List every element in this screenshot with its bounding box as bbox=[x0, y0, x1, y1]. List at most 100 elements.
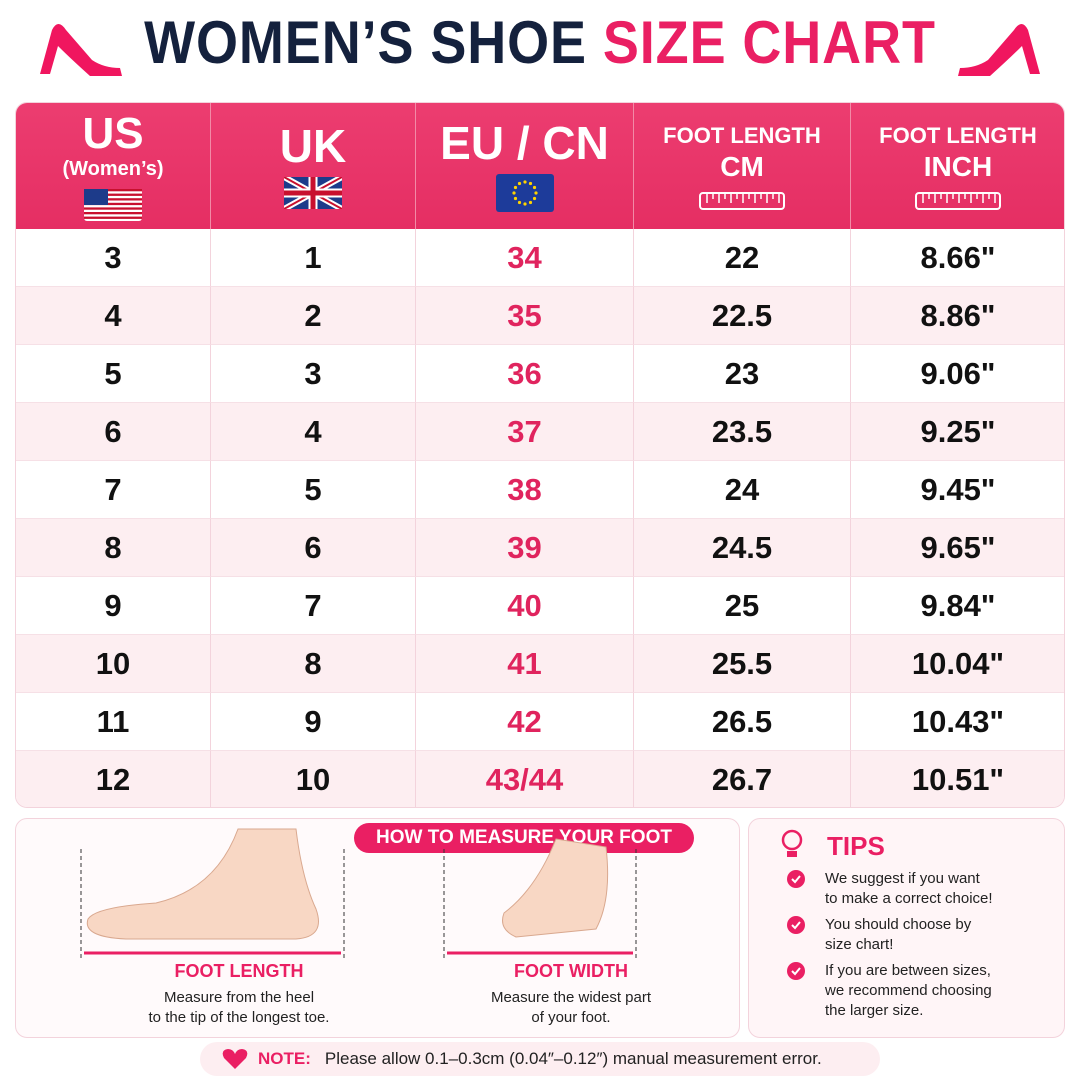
size-table: US (Women’s) UK EU / CN FOOT LENGTH CM FOOT LE… bbox=[15, 102, 1065, 808]
measure-box: HOW TO MEASURE YOUR FOOT FOOT LENGTH Meas… bbox=[15, 818, 740, 1038]
header-line1: US bbox=[82, 109, 144, 158]
header-icon bbox=[282, 174, 344, 212]
header-line1: FOOT LENGTH bbox=[879, 123, 1037, 148]
tip-text: You should choose by bbox=[825, 916, 972, 933]
header-line2: (Women’s) bbox=[62, 158, 164, 180]
table-cell: 8 bbox=[211, 635, 416, 693]
table-cell: 10.51" bbox=[851, 751, 1064, 807]
table-cell: 41 bbox=[416, 635, 634, 693]
shoe-icon bbox=[958, 24, 1040, 76]
header-icon bbox=[495, 174, 554, 212]
table-cell: 9.45" bbox=[851, 461, 1064, 519]
table-cell: 10 bbox=[16, 635, 211, 693]
table-cell: 9.25" bbox=[851, 403, 1064, 461]
note-label: NOTE: bbox=[258, 1049, 311, 1068]
header-cell: UK bbox=[211, 103, 416, 229]
table-cell: 37 bbox=[416, 403, 634, 461]
table-cell: 22.5 bbox=[634, 287, 851, 345]
table-cell: 8.86" bbox=[851, 287, 1064, 345]
table-cell: 39 bbox=[416, 519, 634, 577]
table-cell: 6 bbox=[16, 403, 211, 461]
measure-text: to the tip of the longest toe. bbox=[148, 1009, 330, 1026]
tip-text: we recommend choosing bbox=[825, 982, 992, 999]
header-icon bbox=[699, 191, 785, 211]
measure-text: Measure the widest part bbox=[490, 989, 652, 1006]
check-icon bbox=[787, 962, 805, 980]
tip-text: size chart! bbox=[825, 936, 894, 953]
check-icon bbox=[787, 916, 805, 934]
foot-illustrations bbox=[80, 828, 637, 959]
header-cell: US (Women’s) bbox=[16, 103, 211, 229]
measure-text: of your foot. bbox=[531, 1009, 611, 1026]
table-cell: 7 bbox=[211, 577, 416, 635]
uk-flag bbox=[282, 174, 344, 212]
table-cell: 4 bbox=[211, 403, 416, 461]
shoe-icon bbox=[40, 24, 122, 76]
table-cell: 1 bbox=[211, 229, 416, 287]
table-cell: 9.06" bbox=[851, 345, 1064, 403]
header-line1: EU / CN bbox=[440, 117, 609, 169]
table-cell: 26.7 bbox=[634, 751, 851, 807]
table-cell: 9 bbox=[211, 693, 416, 751]
title-dark: WOMEN’S SHOE bbox=[144, 9, 587, 76]
table-cell: 23 bbox=[634, 345, 851, 403]
measure-title: HOW TO MEASURE YOUR FOOT bbox=[354, 823, 694, 853]
table-cell: 10.43" bbox=[851, 693, 1064, 751]
table-cell: 8.66" bbox=[851, 229, 1064, 287]
table-cell: 23.5 bbox=[634, 403, 851, 461]
table-cell: 11 bbox=[16, 693, 211, 751]
table-cell: 26.5 bbox=[634, 693, 851, 751]
table-cell: 35 bbox=[416, 287, 634, 345]
measure-item: FOOT LENGTH Measure from the heel to the t… bbox=[74, 961, 404, 1028]
table-cell: 9.65" bbox=[851, 519, 1064, 577]
table-cell: 8 bbox=[16, 519, 211, 577]
table-cell: 12 bbox=[16, 751, 211, 807]
tip-item: If you are between sizes, we recommend ch… bbox=[825, 961, 1060, 1021]
title: WOMEN’S SHOE SIZE CHART bbox=[54, 8, 1026, 77]
measure-text: Measure from the heel bbox=[163, 989, 315, 1006]
table-cell: 7 bbox=[16, 461, 211, 519]
header-cell: EU / CN bbox=[416, 103, 634, 229]
tip-text: If you are between sizes, bbox=[825, 962, 991, 979]
header-line2: INCH bbox=[923, 151, 993, 182]
tip-item: You should choose by size chart! bbox=[825, 915, 1060, 955]
table-cell: 9.84" bbox=[851, 577, 1064, 635]
table-cell: 3 bbox=[16, 229, 211, 287]
ruler-icon bbox=[915, 192, 1001, 210]
table-cell: 36 bbox=[416, 345, 634, 403]
header-line1: FOOT LENGTH bbox=[663, 123, 821, 148]
table-cell: 22 bbox=[634, 229, 851, 287]
table-cell: 10 bbox=[211, 751, 416, 807]
table-cell: 9 bbox=[16, 577, 211, 635]
us-flag bbox=[84, 189, 142, 221]
tip-text: the larger size. bbox=[825, 1002, 924, 1019]
table-cell: 42 bbox=[416, 693, 634, 751]
check-icon bbox=[787, 870, 805, 888]
table-cell: 24 bbox=[634, 461, 851, 519]
header-cell: FOOT LENGTH CM bbox=[634, 103, 851, 229]
table-cell: 34 bbox=[416, 229, 634, 287]
ruler-icon bbox=[699, 192, 785, 210]
tips-title: TIPS bbox=[827, 831, 885, 861]
table-cell: 2 bbox=[211, 287, 416, 345]
table-cell: 5 bbox=[211, 461, 416, 519]
tip-text: We suggest if you want bbox=[825, 870, 980, 887]
table-cell: 25 bbox=[634, 577, 851, 635]
table-cell: 43/44 bbox=[416, 751, 634, 807]
tips-box: TIPS We suggest if you want to make a cor… bbox=[748, 818, 1065, 1038]
measure-label: FOOT LENGTH bbox=[174, 961, 304, 981]
table-cell: 4 bbox=[16, 287, 211, 345]
eu-flag bbox=[495, 174, 554, 212]
header-cell: FOOT LENGTH INCH bbox=[851, 103, 1064, 229]
table-cell: 25.5 bbox=[634, 635, 851, 693]
note-bar: NOTE: Please allow 0.1–0.3cm (0.04″–0.12… bbox=[200, 1042, 880, 1076]
table-cell: 5 bbox=[16, 345, 211, 403]
header-line2: CM bbox=[720, 151, 764, 182]
header-icon bbox=[84, 189, 142, 221]
note-text: Please allow 0.1–0.3cm (0.04″–0.12″) man… bbox=[324, 1049, 822, 1068]
measure-label: FOOT WIDTH bbox=[514, 961, 628, 981]
table-cell: 40 bbox=[416, 577, 634, 635]
table-cell: 38 bbox=[416, 461, 634, 519]
table-cell: 24.5 bbox=[634, 519, 851, 577]
